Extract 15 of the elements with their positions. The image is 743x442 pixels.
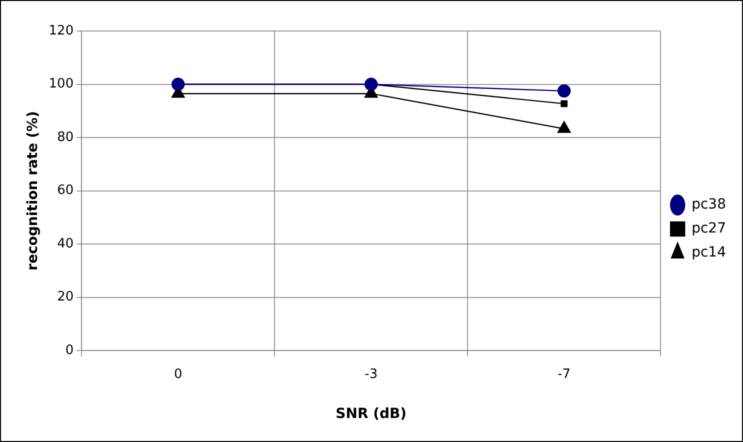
y-axis-title: recognition rate (%) [25,111,42,270]
x-axis-title: SNR (dB) [336,406,407,422]
y-tick-label: 100 [48,76,74,92]
legend-label: pc27 [692,220,726,237]
x-tick-label: -7 [558,366,571,382]
legend-label: pc38 [692,196,726,213]
legend-label: pc14 [692,244,726,261]
y-tick-label: 60 [57,183,74,198]
x-tick-label: -3 [364,366,378,382]
y-tick-label: 40 [57,236,74,252]
x-tick-label: 0 [174,366,182,382]
y-tick-label: 80 [57,130,74,145]
y-tick-label: 20 [57,290,74,305]
y-tick-label: 120 [48,23,74,38]
y-tick-label: 0 [65,342,74,358]
